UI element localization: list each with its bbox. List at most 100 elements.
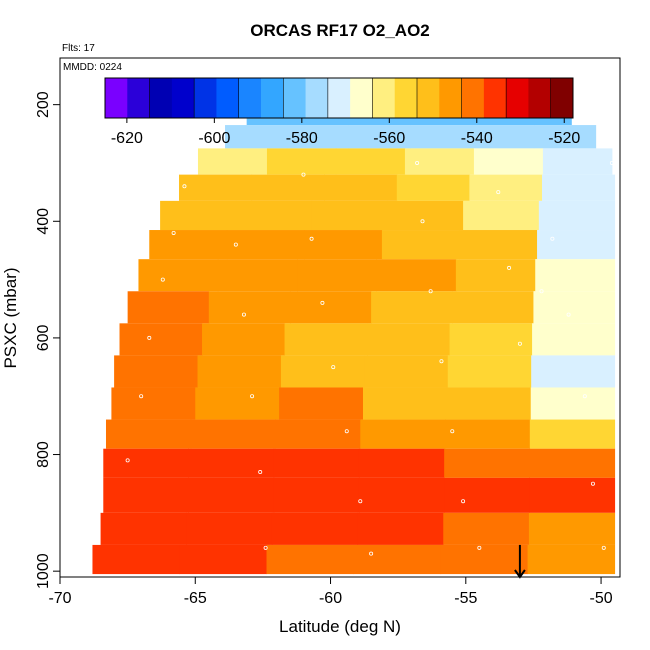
heatmap-cell — [404, 148, 475, 175]
heatmap-cell — [304, 230, 383, 260]
heatmap-cell — [387, 200, 464, 231]
plot-frame — [59, 57, 621, 578]
heatmap-cell — [537, 230, 616, 260]
heatmap-cell — [472, 125, 535, 149]
flight-track-point — [550, 236, 555, 241]
heatmap-cell — [335, 148, 406, 175]
colorbar-segment — [417, 78, 440, 118]
heatmap-cell — [103, 448, 190, 478]
heatmap-cell — [266, 148, 337, 175]
flight-track-point — [369, 551, 374, 556]
heatmap-cell — [190, 419, 277, 449]
heatmap-cell — [286, 125, 350, 149]
heatmap-cell — [273, 448, 360, 478]
heatmap-cell — [443, 512, 530, 545]
colorbar-segment — [528, 78, 552, 118]
chart-title: ORCAS RF17 O2_AO2 — [250, 21, 430, 40]
heatmap-cell — [530, 387, 616, 420]
heatmap-cell — [202, 323, 286, 356]
flight-track-point — [539, 289, 544, 294]
colorbar-segment — [127, 78, 150, 118]
x-tick-label: -50 — [590, 590, 613, 607]
heatmap-cell — [111, 387, 196, 420]
heatmap-cell — [444, 448, 530, 478]
heatmap-cell — [371, 291, 453, 324]
flight-track-point — [160, 277, 165, 282]
heatmap-cell — [226, 230, 305, 260]
flight-track-point — [477, 545, 482, 550]
heatmap-cell — [533, 125, 597, 149]
heatmap-cell — [358, 477, 445, 513]
flight-track-point — [358, 499, 363, 504]
colorbar-segment — [305, 78, 329, 118]
colorbar-segment — [171, 78, 195, 118]
heatmap-cell — [446, 387, 532, 420]
heatmap-cell — [449, 323, 533, 356]
heatmap-cell — [528, 512, 616, 545]
flight-track-point — [263, 545, 268, 550]
heatmap-cell — [358, 448, 445, 478]
heatmap-cell — [440, 544, 529, 575]
flight-track-point — [439, 359, 444, 364]
heatmap-cell — [217, 259, 298, 292]
date-label: MMDD: 0224 — [63, 62, 122, 73]
heatmap-cell — [362, 387, 448, 420]
colorbar-segment — [461, 78, 485, 118]
heatmap-cell — [531, 355, 616, 388]
heatmap-cell — [532, 323, 616, 356]
heatmap-cell — [381, 230, 460, 260]
heatmap-cell — [208, 291, 291, 324]
flight-track-point — [566, 312, 571, 317]
colorbar-segment — [105, 78, 128, 118]
colorbar-tick-label: -580 — [286, 130, 318, 147]
flight-track-point — [450, 429, 455, 434]
colorbar: -620 -600 -580 -560 -540 -520 — [104, 77, 580, 147]
heatmap-cell — [92, 544, 180, 575]
y-tick-label: 800 — [35, 441, 52, 468]
colorbar-segment — [506, 78, 529, 118]
heatmap-cell — [235, 200, 313, 231]
heatmap-cell — [188, 448, 275, 478]
colorbar-segment — [372, 78, 396, 118]
flight-track-point — [301, 172, 306, 177]
flight-track-point — [147, 335, 152, 340]
colorbar-segment — [439, 78, 462, 118]
colorbar-segment — [283, 78, 306, 118]
flight-track-point — [496, 190, 501, 195]
heatmap-cell — [100, 512, 187, 545]
heatmap-cell — [119, 323, 203, 356]
heatmap-cell — [297, 259, 378, 292]
heatmap-cell — [527, 544, 616, 575]
heatmap-cell — [195, 387, 280, 420]
colorbar-segment — [216, 78, 240, 118]
colorbar-segment — [149, 78, 173, 118]
colorbar-segment — [194, 78, 217, 118]
heatmap-cell — [179, 544, 268, 575]
flight-track-point — [428, 289, 433, 294]
flight-track-point — [193, 160, 198, 165]
heatmap-cell — [529, 419, 616, 449]
flight-track-point — [241, 312, 246, 317]
heatmap-cell — [529, 448, 616, 478]
flight-track-point — [344, 429, 349, 434]
heatmap-cell — [447, 355, 532, 388]
heatmap-cell — [179, 174, 253, 201]
heatmap-cell — [541, 174, 616, 201]
y-axis-label: PSXC (mbar) — [1, 267, 20, 368]
y-tick-label: 400 — [35, 208, 52, 235]
flight-track-point — [582, 394, 587, 399]
y-tick-label: 1000 — [35, 553, 52, 589]
heatmap-cell — [197, 148, 268, 175]
heatmap-cell — [103, 477, 190, 513]
colorbar-segment — [350, 78, 373, 118]
heatmap-cell — [444, 477, 530, 513]
colorbar-frame — [104, 77, 574, 119]
x-axis-label: Latitude (deg N) — [279, 617, 401, 636]
colorbar-segment — [261, 78, 284, 118]
heatmap-cell — [445, 419, 531, 449]
heatmap-cell — [275, 419, 361, 449]
heatmap-cell — [452, 291, 534, 324]
heatmap-cell — [197, 355, 282, 388]
flight-track-point — [609, 160, 614, 165]
